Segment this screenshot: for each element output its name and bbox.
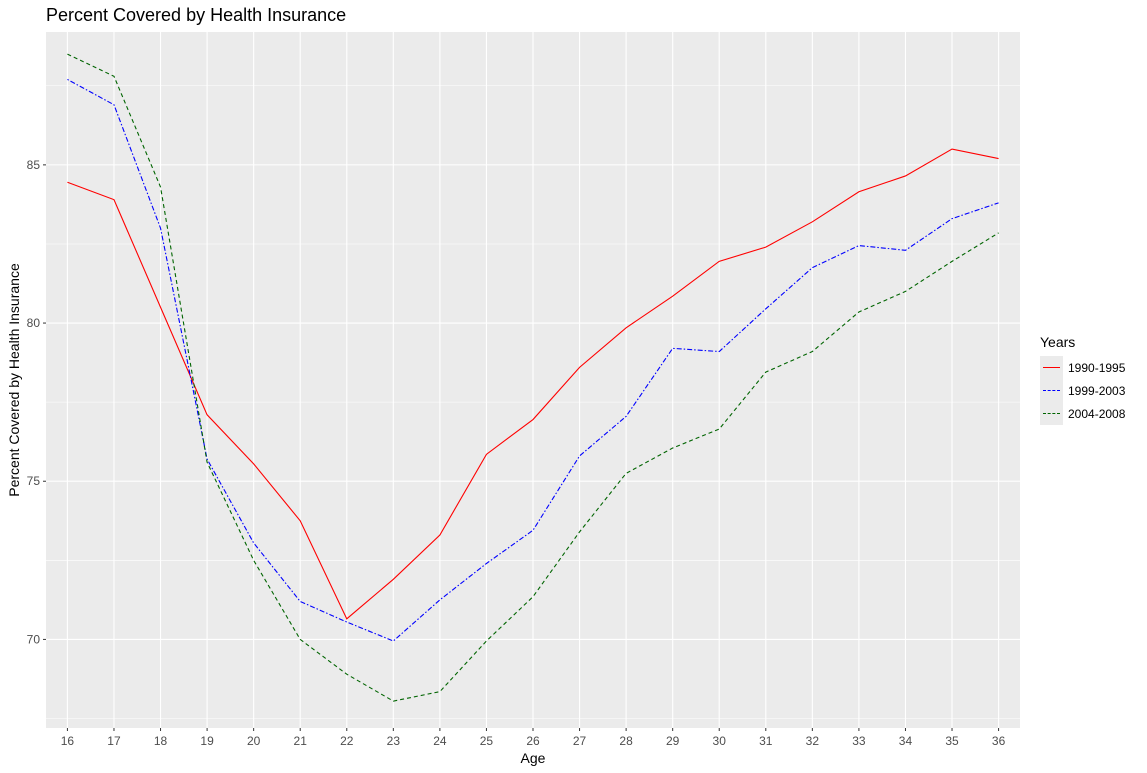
x-tick-label: 26 <box>526 734 540 748</box>
x-tick-label: 24 <box>433 734 447 748</box>
x-tick-label: 35 <box>945 734 959 748</box>
x-tick-label: 31 <box>759 734 773 748</box>
x-tick-label: 20 <box>247 734 261 748</box>
legend-title: Years <box>1040 334 1076 350</box>
legend-label: 1999-2003 <box>1068 383 1126 398</box>
x-tick-label: 18 <box>154 734 168 748</box>
x-tick-label: 32 <box>806 734 820 748</box>
grid-major <box>46 32 1020 728</box>
legend: Years 1990-1995 1999-2003 2004-2008 <box>1040 334 1125 425</box>
x-axis-title: Age <box>521 750 546 766</box>
x-tick-label: 30 <box>713 734 727 748</box>
series-line-1999-2003 <box>67 78 999 642</box>
x-tick-label: 23 <box>387 734 401 748</box>
x-tick-label: 17 <box>107 734 121 748</box>
y-tick-label: 70 <box>27 632 41 646</box>
legend-key <box>1040 402 1063 425</box>
x-tick-label: 19 <box>200 734 214 748</box>
legend-key <box>1040 379 1063 402</box>
x-tick-labels: 16 17 18 19 20 21 22 23 24 25 26 27 28 29 30 31 32 33 34 35… <box>61 734 1006 748</box>
legend-swatch <box>1043 413 1060 414</box>
y-tick-label: 75 <box>27 474 41 488</box>
y-tick-label: 80 <box>27 316 41 330</box>
x-tick-label: 36 <box>992 734 1006 748</box>
legend-item: 2004-2008 <box>1040 402 1125 425</box>
legend-item: 1990-1995 <box>1040 356 1125 379</box>
legend-items: 1990-1995 1999-2003 2004-2008 <box>1040 356 1125 425</box>
y-tick-label: 85 <box>27 158 41 172</box>
legend-item: 1999-2003 <box>1040 379 1125 402</box>
legend-key <box>1040 356 1063 379</box>
y-tick-labels: 70 75 80 85 <box>27 158 41 647</box>
x-tick-label: 16 <box>61 734 75 748</box>
legend-label: 1990-1995 <box>1068 360 1126 375</box>
x-tick-label: 25 <box>480 734 494 748</box>
series-layer <box>67 53 999 702</box>
x-tick-label: 34 <box>899 734 913 748</box>
axis-ticks <box>43 164 1000 731</box>
series-line-2004-2008 <box>67 53 999 702</box>
x-tick-label: 21 <box>294 734 308 748</box>
x-tick-label: 28 <box>619 734 633 748</box>
x-tick-label: 33 <box>852 734 866 748</box>
legend-swatch <box>1043 367 1060 368</box>
legend-label: 2004-2008 <box>1068 406 1126 421</box>
chart-title: Percent Covered by Health Insurance <box>46 5 347 25</box>
legend-swatch <box>1043 390 1060 391</box>
series-line-1990-1995 <box>67 148 999 620</box>
x-tick-label: 22 <box>340 734 354 748</box>
x-tick-label: 27 <box>573 734 587 748</box>
y-axis-title: Percent Covered by Health Insurance <box>6 263 22 497</box>
x-tick-label: 29 <box>666 734 680 748</box>
